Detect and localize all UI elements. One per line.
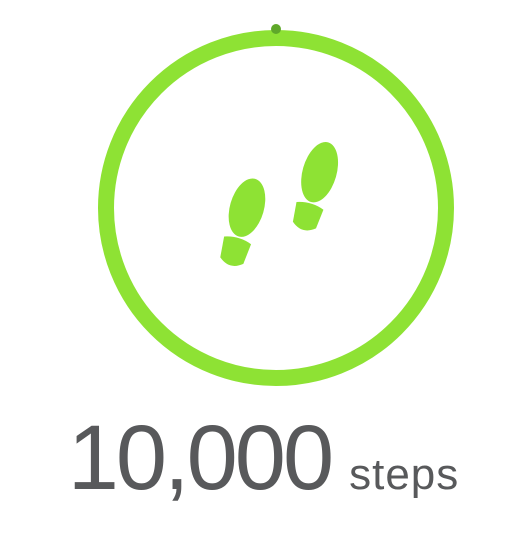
right-footprint xyxy=(292,142,339,231)
step-goal-readout: 10,000 steps xyxy=(0,412,527,522)
footprints-icon xyxy=(220,142,339,266)
step-count-value: 10,000 xyxy=(67,407,334,509)
left-footprint xyxy=(220,178,266,266)
progress-ring-start-marker xyxy=(271,24,281,34)
step-count-unit: steps xyxy=(349,450,460,499)
steps-progress-ring xyxy=(98,24,454,386)
progress-ring-track xyxy=(98,30,454,386)
progress-ring-graphic xyxy=(98,24,454,386)
